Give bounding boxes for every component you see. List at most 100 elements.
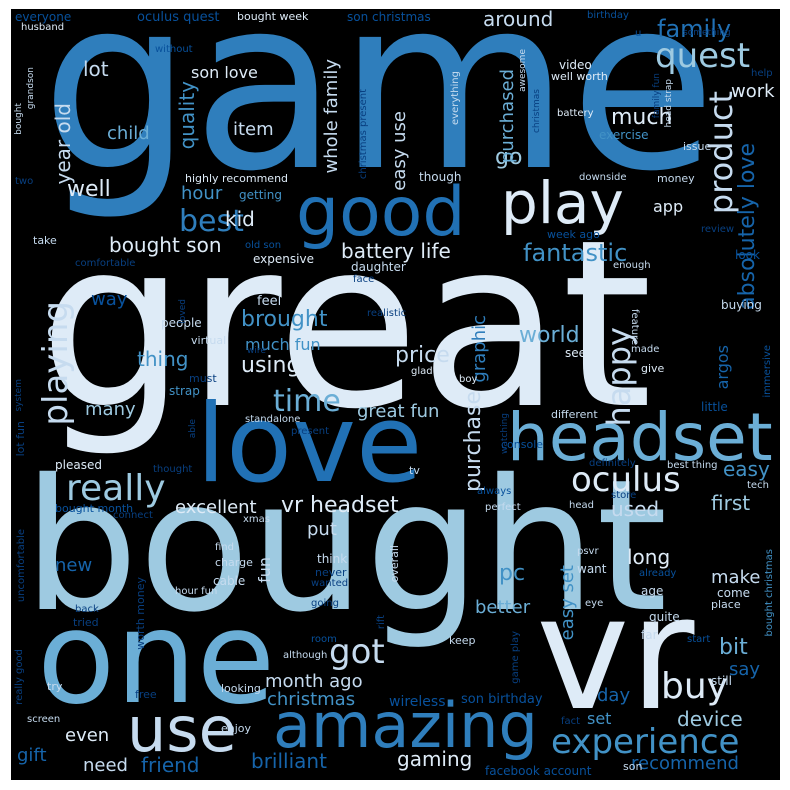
word-keep: keep [449,634,476,647]
word-playing: playing [36,301,76,426]
word-need: need [83,755,128,776]
word-hour-fun: hour fun [175,586,218,597]
word-find: find [215,542,234,553]
word-free: free [135,688,157,701]
word-graphic: graphic [469,315,490,383]
word-long: long [627,545,671,569]
word-used: used [611,497,660,521]
word-wanted: wanted [311,578,349,589]
word-brought: brought [241,307,328,332]
word-world: world [519,323,580,348]
word-battery: battery [557,108,594,119]
word-make: make [711,567,761,588]
word-fantastic: fantastic [523,239,628,267]
word-many: many [85,399,136,420]
word-system: system [14,379,24,412]
word-bought: bought [23,440,668,652]
word-see: see [565,346,587,360]
word-definitely: definitely [589,458,636,469]
word-easy-set: easy set [557,565,578,641]
word-uncomfortable: uncomfortable [16,529,27,603]
word-able: able [188,419,198,439]
word-purchase: purchase [461,391,486,492]
word-issue: issue [683,140,712,153]
word-comfortable: comfortable [75,258,136,269]
word-head-strap: head strap [664,79,674,128]
word-watching: watching [500,413,510,454]
word-exercise: exercise [599,128,649,142]
word-son-christmas: son christmas [347,10,431,24]
word-day: day [597,685,631,706]
word-strap: strap [169,384,200,398]
word-husband: husband [21,22,65,33]
word-although: although [283,650,328,661]
word-best-thing: best thing [667,460,718,471]
word-great: great [39,190,653,460]
word-made: made [631,344,660,355]
word-bought-month: bought month [55,502,134,515]
word-much: much [611,105,673,130]
word-u: u [635,28,642,39]
word-different: different [551,408,598,421]
word-one: one [37,584,276,733]
word-though: though [419,170,462,184]
word-people: people [161,316,202,330]
word-present: present [291,426,330,437]
word-overall: overall [388,545,401,583]
word-absolutely-love: absolutely love [735,143,760,310]
word-place: place [711,598,741,611]
word-charge: charge [215,556,253,569]
word-think: think [317,552,348,566]
word-son-love: son love [191,63,258,82]
word-better: better [475,597,531,618]
word-cloud: game great bought vr one love headset am… [11,9,780,780]
word-rift: rift [376,615,387,630]
word-easy-use: easy use [389,111,410,191]
word-price: price [395,343,450,368]
word-device: device [677,707,743,731]
word-facebook-account: facebook account [485,764,592,778]
word-still: still [711,674,732,688]
word-set: set [587,709,612,728]
word-without: without [155,44,193,55]
word-everything: everything [450,71,461,125]
word-eye: eye [585,598,604,609]
word-child: child [107,123,150,144]
word-fun: fun [255,557,274,583]
word-pleased: pleased [55,458,102,472]
word-store: store [611,490,637,501]
word-well: well [67,177,111,202]
word-must: must [189,372,217,385]
word-two: two [15,176,34,187]
word-buying: buying [721,298,762,312]
word-already: already [639,568,677,579]
word-enjoy: enjoy [221,722,252,735]
word-want: want [577,562,607,576]
word-wire: wire [247,346,266,356]
word-bought-small: bought [14,103,24,135]
word-son: son [623,760,643,773]
word-grandson: grandson [26,67,36,110]
word-thought: thought [153,464,193,475]
word-christmas-present: christmas present [358,89,369,180]
word-item: item [233,119,274,140]
word-perfect: perfect [485,502,521,513]
word-friend: friend [141,753,200,777]
word-going: going [311,598,339,609]
word-tv: tv [409,464,420,477]
word-easy: easy [723,457,770,481]
word-money: money [657,172,695,185]
word-age: age [641,584,664,598]
word-quite: quite [649,610,680,624]
word-lot-fun: lot fun [14,421,27,457]
word-boy: boy [459,374,478,385]
word-christmas-small: christmas [532,89,542,134]
word-put: put [307,519,337,540]
word-highly-recommend: highly recommend [185,172,289,185]
word-well-worth: well worth [551,70,608,83]
word-vr: vr [536,562,695,746]
word-best: best [179,204,244,239]
word-gaming: gaming [397,747,473,771]
word-buy: buy [661,666,728,707]
word-even: even [65,725,110,746]
